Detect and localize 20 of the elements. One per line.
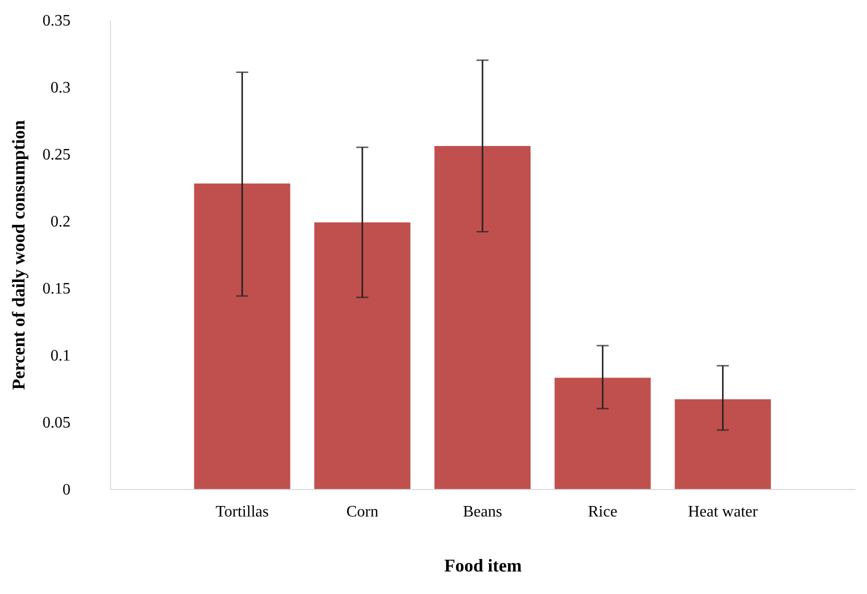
y-tick-label: 0.05 xyxy=(42,414,70,432)
bar xyxy=(434,146,531,489)
y-tick-label: 0.3 xyxy=(50,80,70,96)
bar xyxy=(674,399,771,489)
y-tick-label: 0.2 xyxy=(50,214,70,230)
x-tick-label: Corn xyxy=(346,504,378,520)
y-tick-label: 0.1 xyxy=(50,348,70,364)
y-tick-label: 0.15 xyxy=(42,280,70,298)
y-tick-label: 0.25 xyxy=(42,146,70,164)
x-tick-label: Tortillas xyxy=(216,504,269,520)
x-tick-label: Heat water xyxy=(688,504,758,520)
y-axis-title: Percent of daily wood consumption xyxy=(8,120,28,390)
x-tick-label: Rice xyxy=(588,504,618,520)
y-tick-label: 0 xyxy=(62,482,70,498)
x-tick-label: Beans xyxy=(462,504,502,520)
y-tick-label: 0.35 xyxy=(42,12,70,30)
bar xyxy=(554,378,651,489)
bar xyxy=(194,183,290,489)
bar xyxy=(314,222,410,489)
x-axis-title: Food item xyxy=(444,556,522,576)
